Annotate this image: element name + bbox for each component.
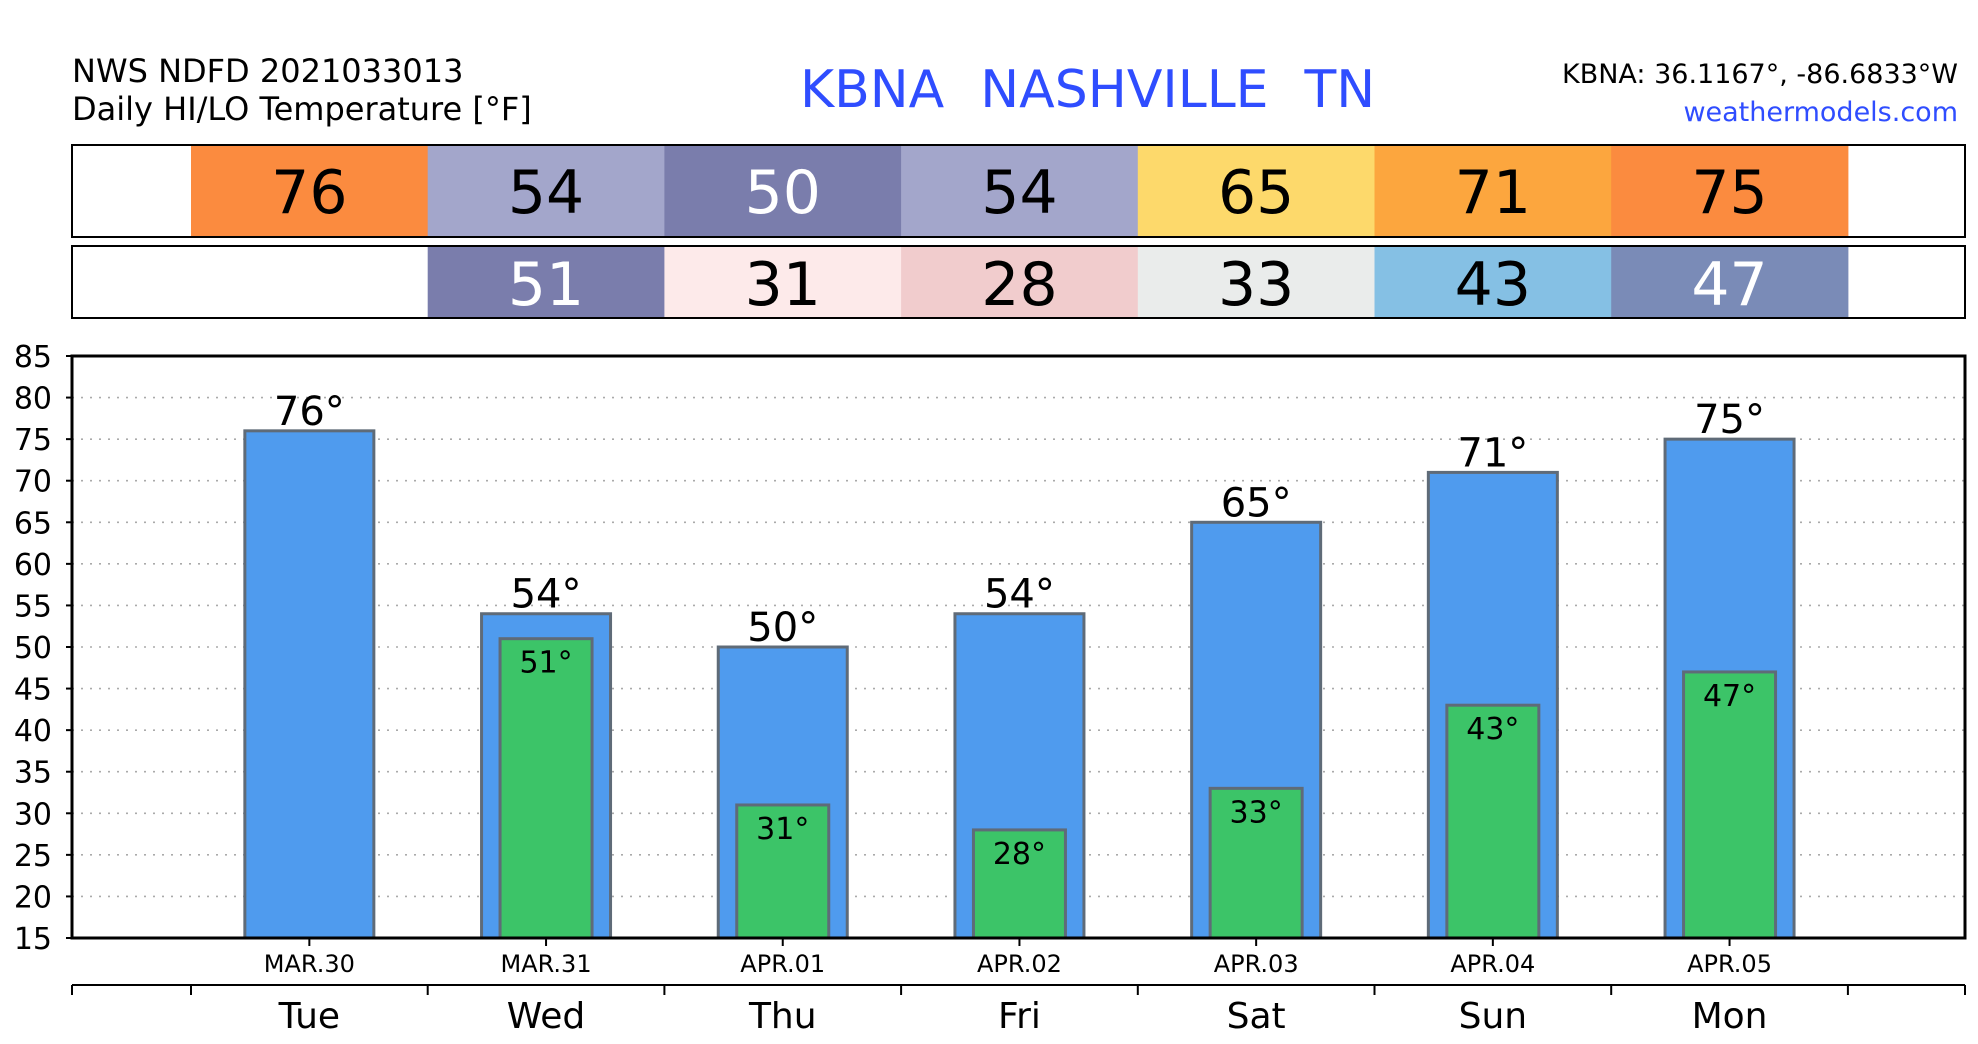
high-temp-cell-value: 54	[508, 158, 584, 228]
station-state: TN	[1304, 60, 1376, 120]
low-temp-cell-value: 43	[1455, 250, 1531, 320]
station-id: KBNA	[800, 60, 945, 120]
y-tick-label: 15	[14, 922, 52, 957]
low-temp-cell-value: 51	[508, 250, 584, 320]
date-label: APR.04	[1450, 950, 1535, 978]
high-temp-cell	[901, 146, 1139, 236]
y-tick-label: 70	[14, 465, 52, 500]
date-label: APR.05	[1687, 950, 1772, 978]
station-title: KBNA NASHVILLE TN	[800, 60, 1411, 120]
date-label: APR.02	[977, 950, 1062, 978]
y-tick-label: 55	[14, 589, 52, 624]
product-title: Daily HI/LO Temperature [°F]	[72, 90, 532, 128]
chart-header-left: NWS NDFD 2021033013 Daily HI/LO Temperat…	[72, 52, 532, 128]
low-temp-cell	[191, 247, 429, 317]
low-temp-cell	[427, 247, 665, 317]
high-temp-cell	[1137, 146, 1375, 236]
weekday-label: Wed	[507, 996, 586, 1037]
date-label: MAR.31	[500, 950, 591, 978]
date-label: MAR.30	[264, 950, 355, 978]
high-temp-cell	[427, 146, 665, 236]
low-temp-bar-label: 47°	[1703, 679, 1756, 714]
low-temp-cell-value: 47	[1691, 250, 1767, 320]
low-temp-bar-label: 51°	[519, 646, 572, 681]
model-run-label: NWS NDFD 2021033013	[72, 52, 464, 90]
y-tick-label: 60	[14, 548, 52, 583]
y-tick-label: 40	[14, 714, 52, 749]
high-temp-cell	[1374, 146, 1612, 236]
high-temp-bar-label: 75°	[1694, 397, 1765, 443]
y-tick-label: 50	[14, 631, 52, 666]
high-temp-cell-value: 50	[745, 158, 821, 228]
high-temp-bar	[243, 429, 376, 940]
y-tick-label: 45	[14, 673, 52, 708]
source-link[interactable]: weathermodels.com	[1683, 97, 1958, 128]
y-tick-label: 20	[14, 880, 52, 915]
y-tick-label: 85	[14, 340, 52, 375]
weekday-label: Sun	[1459, 996, 1527, 1037]
low-temp-cell	[901, 247, 1139, 317]
high-temp-bar-label: 71°	[1457, 430, 1528, 476]
low-temp-cell	[1374, 247, 1612, 317]
low-temp-bar-label: 43°	[1466, 712, 1519, 747]
high-temp-bar-label: 65°	[1221, 480, 1292, 526]
low-temp-cell	[1137, 247, 1375, 317]
high-temp-cell-value: 54	[981, 158, 1057, 228]
high-temp-bar-label: 54°	[511, 572, 582, 618]
weekday-label: Mon	[1692, 996, 1768, 1037]
low-temp-bar-label: 28°	[993, 837, 1046, 872]
station-coordinates: KBNA: 36.1167°, -86.6833°W	[1561, 59, 1958, 90]
date-label: APR.03	[1214, 950, 1299, 978]
weekday-label: Thu	[748, 996, 817, 1037]
low-temp-cell	[664, 247, 902, 317]
high-temp-cell	[191, 146, 429, 236]
date-label: APR.01	[740, 950, 825, 978]
high-temp-row-border	[71, 144, 1966, 238]
y-tick-label: 75	[14, 423, 52, 458]
low-temp-bar	[735, 803, 831, 940]
y-tick-label: 30	[14, 797, 52, 832]
low-temp-bar-label: 33°	[1230, 795, 1283, 830]
y-tick-label: 80	[14, 382, 52, 417]
high-temp-cell-value: 76	[271, 158, 347, 228]
high-temp-bar-label: 54°	[984, 572, 1055, 618]
high-temp-cell-value: 75	[1691, 158, 1767, 228]
high-temp-cell	[1611, 146, 1849, 236]
low-temp-bar	[971, 828, 1067, 940]
weekday-label: Fri	[998, 996, 1041, 1037]
low-temp-cell-value: 28	[981, 250, 1057, 320]
low-temp-bar	[1208, 786, 1304, 940]
y-tick-label: 25	[14, 839, 52, 874]
low-temp-bar	[498, 637, 594, 940]
high-temp-bar-label: 50°	[747, 605, 818, 651]
high-temp-bar-label: 76°	[274, 389, 345, 435]
weekday-label: Tue	[278, 996, 341, 1037]
low-temp-row-border	[71, 245, 1966, 319]
low-temp-bar-label: 31°	[756, 812, 809, 847]
low-temp-cell-value: 31	[745, 250, 821, 320]
chart-header-right: KBNA: 36.1167°, -86.6833°W weathermodels…	[1562, 56, 1958, 132]
low-temp-cell-value: 33	[1218, 250, 1294, 320]
station-name: NASHVILLE	[980, 60, 1269, 120]
high-temp-cell-value: 65	[1218, 158, 1294, 228]
high-temp-cell	[664, 146, 902, 236]
y-tick-label: 35	[14, 756, 52, 791]
y-tick-label: 65	[14, 506, 52, 541]
high-temp-cell-value: 71	[1455, 158, 1531, 228]
weekday-label: Sat	[1227, 996, 1286, 1037]
low-temp-cell	[1611, 247, 1849, 317]
